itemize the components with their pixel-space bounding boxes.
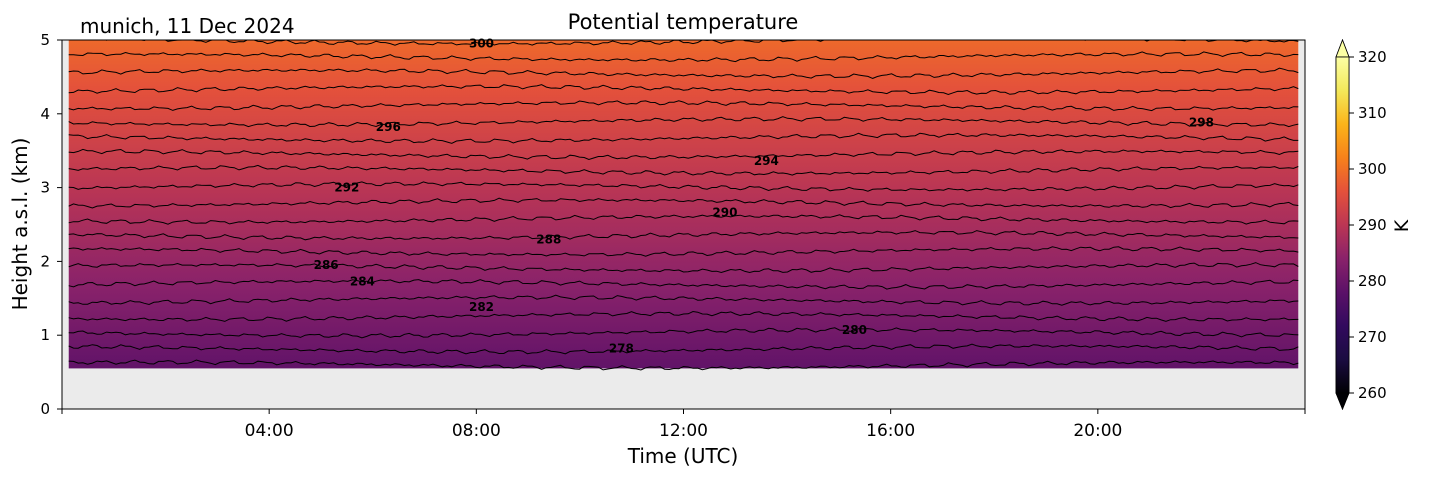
contour-line-282 (68, 310, 1299, 322)
colorbar-tick-label: 320 (1358, 48, 1387, 66)
contour-line-290 (68, 181, 1299, 192)
contour-lines (68, 40, 1299, 371)
contour-label: 280 (842, 323, 867, 337)
colorbar-ticks: 260 270 280 290 300 310 320 (1349, 48, 1387, 402)
contour-line-293 (68, 132, 1299, 144)
contour-line-296 (68, 84, 1299, 96)
contour-line-287 (68, 230, 1299, 241)
contour-line-279 (68, 359, 1299, 371)
contour-line-283 (68, 294, 1299, 306)
contour-label: 282 (469, 300, 494, 314)
contour-line-286 (68, 246, 1299, 257)
colorbar-tick-label: 310 (1358, 104, 1387, 122)
contour-label: 300 (469, 37, 494, 51)
contour-line-298 (68, 51, 1299, 63)
y-axis-label: Height a.s.l. (km) (8, 138, 32, 311)
x-axis-ticks: 04:00 08:00 12:00 16:00 20:00 (61, 409, 1306, 441)
contour-label: 296 (376, 120, 401, 134)
colorbar-label: K (1391, 219, 1413, 232)
colorbar-tick-label: 280 (1358, 272, 1387, 290)
contour-line-297 (68, 67, 1299, 79)
colorbar-extend-min (1335, 392, 1350, 411)
contour-label: 298 (1189, 116, 1214, 130)
x-tick-label: 20:00 (1073, 421, 1122, 441)
y-tick-label: 2 (40, 252, 50, 270)
chart-subtitle: munich, 11 Dec 2024 (80, 14, 295, 38)
contour-line-292 (68, 148, 1299, 161)
contour-line-288 (68, 214, 1299, 225)
theta-field (68, 40, 1299, 369)
colorbar-body (1335, 56, 1350, 394)
x-tick-label: 04:00 (245, 421, 294, 441)
y-axis-ticks: 0 1 2 3 4 5 (40, 31, 62, 418)
chart-title: Potential temperature (568, 10, 799, 34)
x-axis-label: Time (UTC) (627, 444, 739, 468)
contour-line-295 (68, 100, 1299, 112)
colorbar-tick-label: 300 (1358, 160, 1387, 178)
y-tick-label: 5 (40, 31, 50, 49)
colorbar-tick-label: 260 (1358, 384, 1387, 402)
contour-label: 292 (334, 181, 359, 195)
contour-label: 278 (609, 341, 634, 355)
x-tick-label: 16:00 (866, 421, 915, 441)
contour-label: 286 (314, 258, 339, 272)
colorbar-tick-label: 290 (1358, 216, 1387, 234)
contour-line-289 (68, 197, 1299, 209)
contour-label: 290 (712, 206, 737, 220)
y-tick-label: 3 (40, 179, 50, 197)
y-tick-label: 4 (40, 105, 50, 123)
y-tick-label: 0 (40, 400, 50, 418)
contour-line-299 (68, 40, 1299, 46)
contour-label: 284 (350, 274, 375, 288)
contour-line-280 (68, 343, 1299, 355)
contour-line-294 (68, 116, 1299, 128)
contour-label: 294 (754, 154, 779, 168)
contour-label: 288 (536, 232, 561, 246)
colorbar-tick-label: 270 (1358, 328, 1387, 346)
y-tick-label: 1 (40, 326, 50, 344)
x-tick-label: 08:00 (452, 421, 501, 441)
contour-line-291 (68, 164, 1299, 176)
x-tick-label: 12:00 (659, 421, 708, 441)
contour-line-281 (68, 327, 1299, 339)
contour-labels: 278 280 282 284 286 288 290 292 294 296 298 300 (314, 37, 1214, 356)
colorbar-extend-max (1335, 38, 1350, 58)
contour-line-284 (68, 279, 1299, 290)
contour-line-285 (68, 262, 1299, 274)
